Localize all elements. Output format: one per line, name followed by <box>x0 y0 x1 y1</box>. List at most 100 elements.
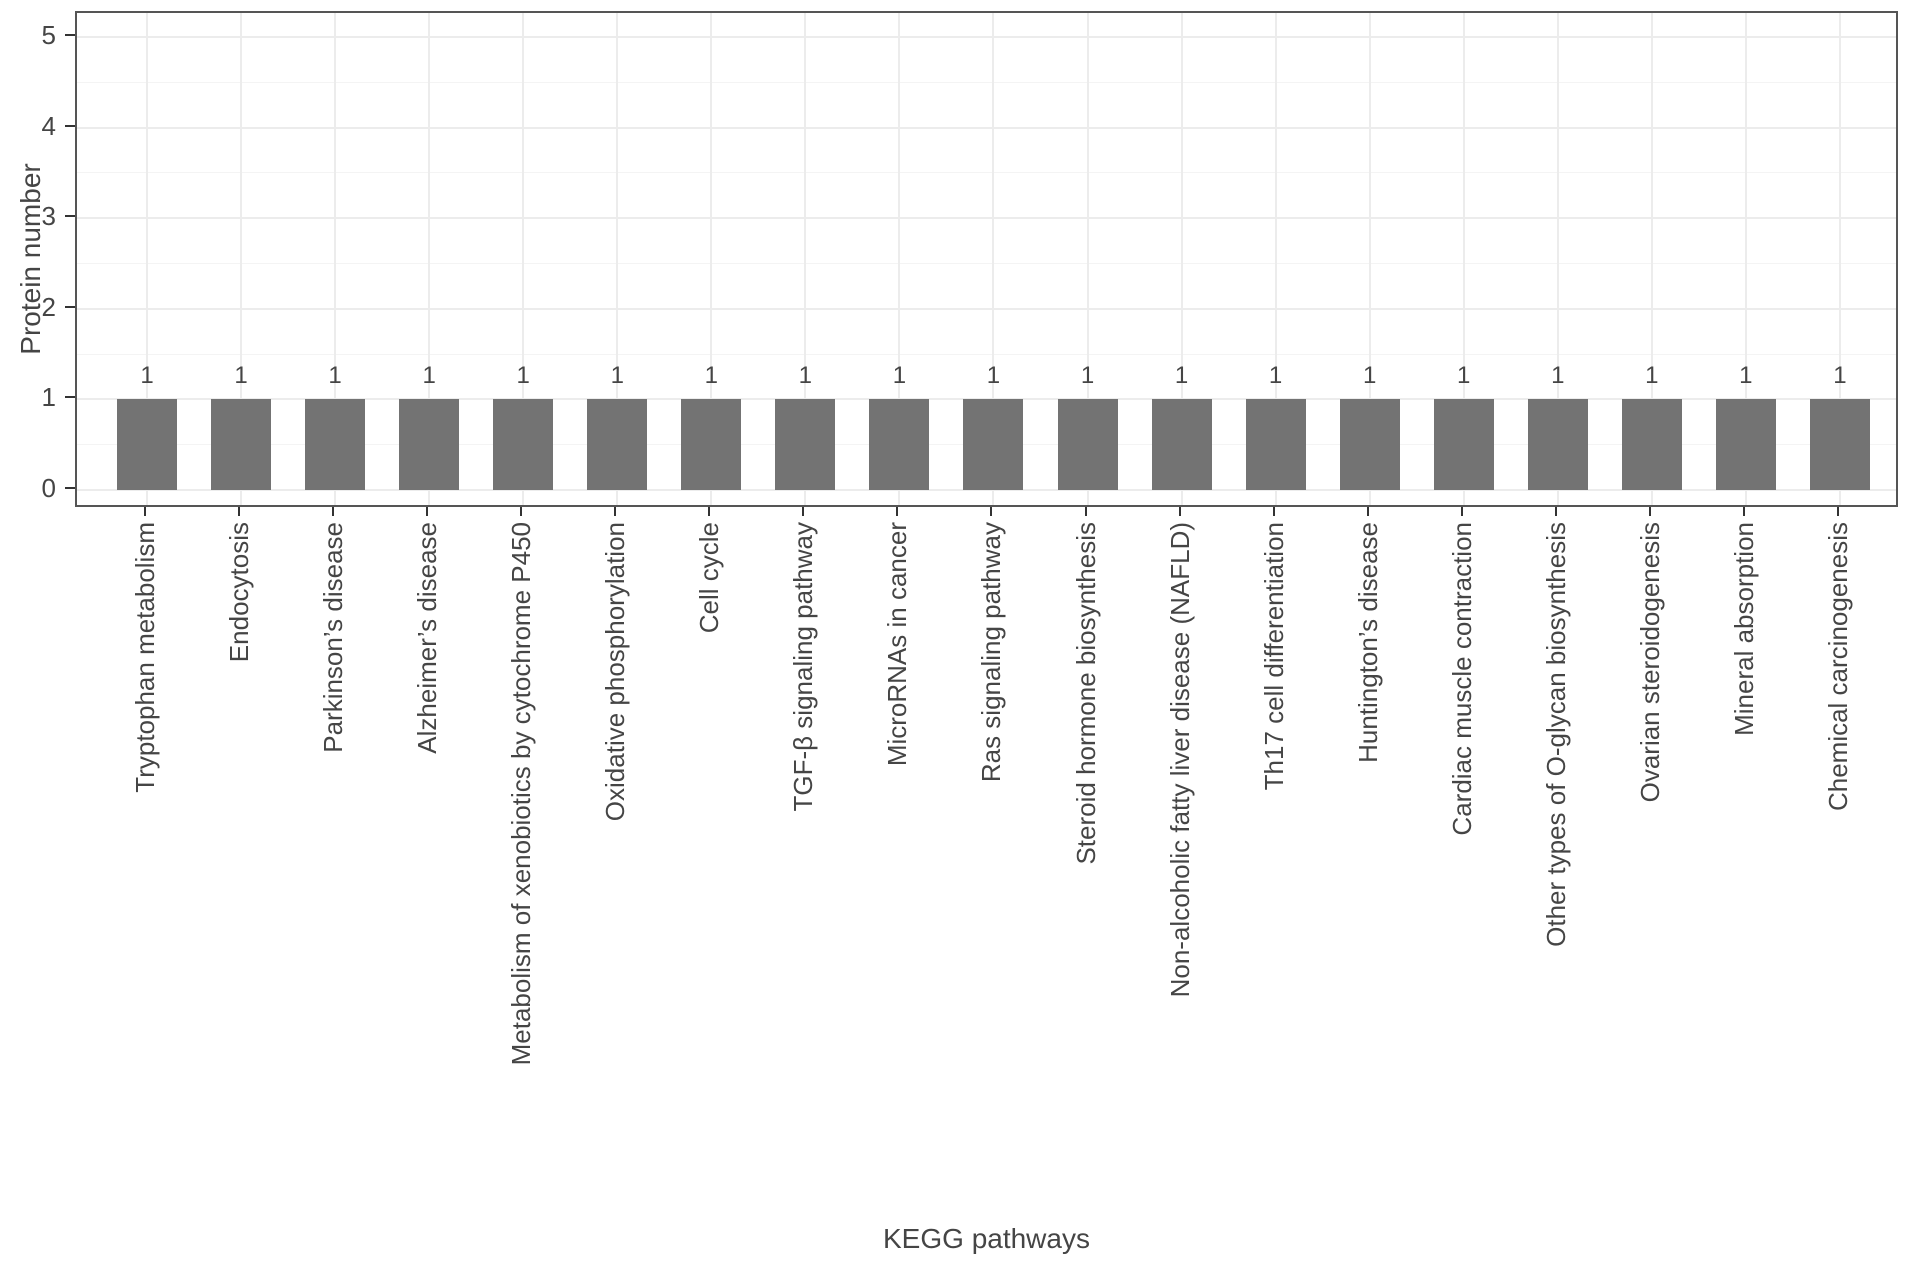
bar-value-label: 1 <box>234 362 248 390</box>
bar <box>1621 399 1682 490</box>
x-axis-title: KEGG pathways <box>75 1224 1898 1254</box>
gridline-major-vertical <box>710 13 713 505</box>
bar <box>963 399 1024 490</box>
bar <box>587 399 648 490</box>
gridline-major-vertical <box>1744 13 1747 505</box>
bar-value-label: 1 <box>516 362 530 390</box>
bar <box>1715 399 1776 490</box>
bar-value-label: 1 <box>140 362 154 390</box>
gridline-minor-horizontal <box>77 172 1896 174</box>
bar-value-label: 1 <box>1833 362 1847 390</box>
x-tick-label: Metabolism of xenobiotics by cytochrome … <box>506 522 537 1066</box>
bar-value-label: 1 <box>610 362 624 390</box>
bar <box>399 399 460 490</box>
gridline-major-vertical <box>146 13 148 505</box>
gridline-major-vertical <box>1368 13 1371 505</box>
x-tick <box>708 507 711 516</box>
y-tick-label: 3 <box>41 201 56 232</box>
x-tick <box>1084 507 1087 516</box>
x-tick <box>238 507 241 516</box>
y-tick <box>65 305 75 308</box>
bar <box>305 399 366 490</box>
x-tick-label: Other types of O-glycan biosynthesis <box>1540 522 1571 947</box>
x-tick-label: Huntington’s disease <box>1352 522 1383 763</box>
x-tick-label: Non-alcoholic fatty liver disease (NAFLD… <box>1164 522 1195 998</box>
gridline-major-horizontal <box>77 36 1896 38</box>
bar-value-label: 1 <box>986 362 1001 390</box>
y-tick <box>65 396 75 399</box>
x-tick <box>1742 507 1745 516</box>
bar-value-label: 1 <box>328 362 342 390</box>
bar <box>493 399 554 490</box>
gridline-major-vertical <box>1556 13 1559 505</box>
x-tick-label: Alzheimer’s disease <box>412 522 443 754</box>
gridline-major-horizontal <box>77 489 1896 491</box>
bar-value-label: 1 <box>1174 362 1189 390</box>
gridline-minor-horizontal <box>77 81 1896 83</box>
gridline-major-horizontal <box>77 307 1896 310</box>
bar <box>1433 399 1494 490</box>
plot-panel: 1 1 1 1 1 1 1 1 1 1 1 1 1 1 1 1 1 1 1 <box>75 11 1898 507</box>
bar-value-label: 1 <box>704 362 718 390</box>
bar-value-label: 1 <box>422 362 436 390</box>
y-tick <box>65 215 75 218</box>
bar-value-label: 1 <box>1080 362 1095 390</box>
x-tick-label: Tryptophan metabolism <box>130 522 160 793</box>
gridline-major-vertical <box>1838 13 1841 505</box>
gridline-major-vertical <box>522 13 525 505</box>
y-tick-label: 5 <box>41 20 56 50</box>
x-tick <box>896 507 899 516</box>
bar <box>1339 399 1400 490</box>
x-tick <box>520 507 523 516</box>
bar-value-label: 1 <box>892 362 907 390</box>
x-tick-label: Ras signaling pathway <box>976 522 1007 783</box>
gridline-minor-horizontal <box>77 263 1896 264</box>
bar-value-label: 1 <box>1362 362 1377 390</box>
x-tick-label: Chemical carcinogenesis <box>1822 522 1853 812</box>
gridline-major-vertical <box>240 13 243 505</box>
x-tick-label: Oxidative phosphorylation <box>600 522 631 822</box>
x-tick-label: Cardiac muscle contraction <box>1446 522 1477 836</box>
bar <box>775 399 836 490</box>
x-tick-label: Ovarian steroidogenesis <box>1634 522 1665 803</box>
x-tick <box>1366 507 1369 516</box>
x-tick <box>1554 507 1557 516</box>
x-tick-label: TGF-β signaling pathway <box>788 522 819 812</box>
y-tick-label: 1 <box>41 382 56 413</box>
gridline-major-vertical <box>992 13 995 505</box>
x-tick <box>802 507 805 516</box>
bar <box>1245 399 1306 490</box>
y-tick <box>65 487 75 489</box>
bar <box>117 399 177 490</box>
x-tick <box>1272 507 1275 516</box>
gridline-minor-horizontal <box>77 353 1896 355</box>
bar-value-label: 1 <box>798 362 813 390</box>
gridline-major-vertical <box>1462 13 1465 505</box>
y-tick <box>65 124 75 127</box>
x-tick-label: MicroRNAs in cancer <box>882 522 913 767</box>
y-axis-title: Protein number <box>15 163 46 355</box>
gridline-major-vertical <box>804 13 807 505</box>
y-tick-label: 4 <box>41 110 56 141</box>
x-tick <box>426 507 429 516</box>
gridline-major-vertical <box>428 13 431 505</box>
x-tick <box>1648 507 1651 516</box>
x-axis-title-text: KEGG pathways <box>883 1223 1090 1254</box>
gridline-major-vertical <box>616 13 619 505</box>
x-tick <box>1836 507 1839 516</box>
x-tick <box>614 507 617 516</box>
gridline-major-vertical <box>1086 13 1089 505</box>
y-tick <box>65 34 75 36</box>
gridline-major-horizontal <box>77 217 1896 220</box>
x-tick-label: Steroid hormone biosynthesis <box>1070 522 1101 865</box>
bar <box>869 399 930 490</box>
bar <box>1809 399 1870 490</box>
bar-value-label: 1 <box>1551 362 1565 390</box>
gridline-major-vertical <box>334 13 337 505</box>
bar <box>681 399 742 490</box>
bar <box>1527 399 1588 490</box>
x-tick <box>990 507 993 516</box>
bar-value-label: 1 <box>1457 362 1471 390</box>
y-tick-label: 0 <box>41 473 56 503</box>
